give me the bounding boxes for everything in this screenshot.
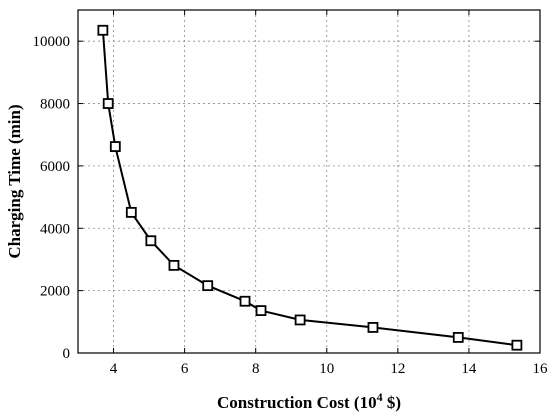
y-tick-label: 2000 — [40, 284, 70, 300]
x-tick-label: 16 — [533, 361, 549, 377]
data-point — [169, 261, 178, 270]
y-tick-label: 6000 — [40, 159, 70, 175]
x-tick-label: 4 — [110, 361, 118, 377]
x-tick-label: 10 — [319, 361, 334, 377]
data-point — [98, 26, 107, 35]
data-point — [454, 333, 463, 342]
grid-lines — [78, 10, 540, 353]
data-point — [127, 208, 136, 217]
y-tick-label: 8000 — [40, 97, 70, 113]
plot-frame — [78, 10, 540, 353]
data-point — [368, 323, 377, 332]
data-point — [241, 297, 250, 306]
series — [98, 26, 521, 350]
x-axis-title: Construction Cost (104 $) — [217, 390, 401, 412]
y-tick-label: 10000 — [33, 34, 71, 50]
x-tick-label: 6 — [181, 361, 189, 377]
axis-ticks: 4 6 8 10 12 14 16 0 2000 4000 6000 8000 10000 — [33, 10, 549, 377]
data-point — [104, 99, 113, 108]
x-tick-label: 12 — [390, 361, 405, 377]
x-tick-label: 8 — [252, 361, 260, 377]
data-point — [111, 142, 120, 151]
data-point — [146, 236, 155, 245]
y-tick-label: 0 — [63, 346, 71, 362]
data-point — [296, 315, 305, 324]
data-point — [203, 281, 212, 290]
y-tick-label: 4000 — [40, 221, 70, 237]
data-point — [512, 341, 521, 350]
series-line — [103, 30, 517, 345]
x-tick-label: 14 — [461, 361, 477, 377]
y-axis-title: Charging Time (min) — [5, 104, 24, 258]
data-point — [257, 306, 266, 315]
